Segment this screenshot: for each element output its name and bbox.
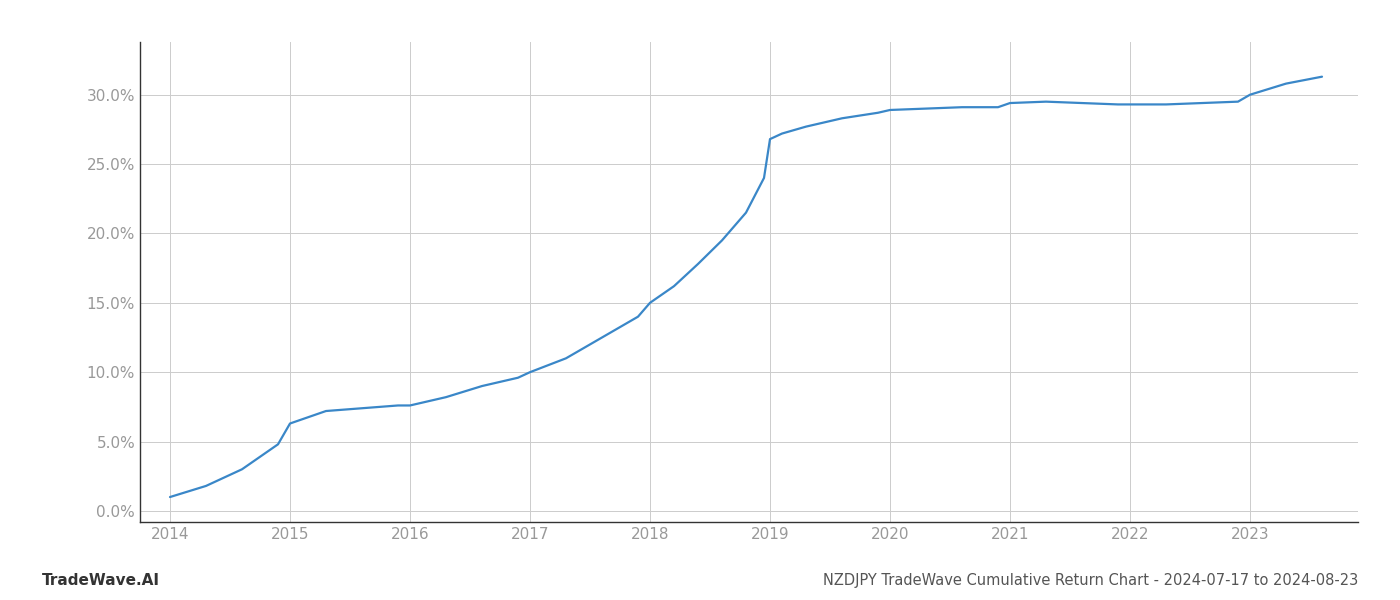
Text: NZDJPY TradeWave Cumulative Return Chart - 2024-07-17 to 2024-08-23: NZDJPY TradeWave Cumulative Return Chart… [823, 573, 1358, 588]
Text: TradeWave.AI: TradeWave.AI [42, 573, 160, 588]
